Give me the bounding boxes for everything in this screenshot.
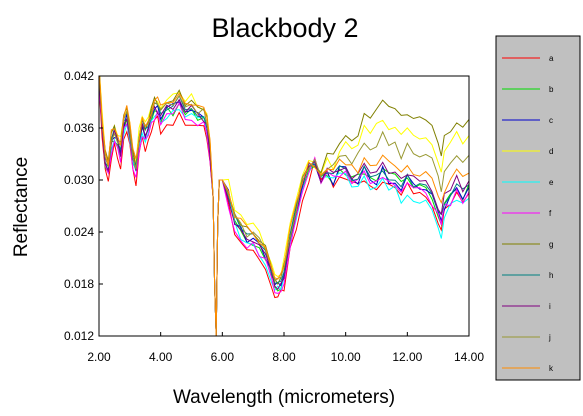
series-group — [99, 76, 469, 336]
x-tick-label: 4.00 — [149, 350, 173, 364]
legend-label: f — [549, 209, 552, 218]
series-line-c — [99, 76, 469, 336]
y-tick-label: 0.024 — [64, 225, 94, 239]
legend-item-h: h — [502, 271, 553, 280]
legend-item-b: b — [502, 85, 554, 94]
y-tick-label: 0.018 — [64, 277, 94, 291]
legend-label: j — [548, 333, 551, 342]
legend-label: h — [549, 271, 553, 280]
legend-item-j: j — [502, 333, 551, 342]
x-tick-label: 6.00 — [211, 350, 235, 364]
chart-title: Blackbody 2 — [211, 13, 358, 43]
legend-item-e: e — [502, 178, 554, 187]
legend-item-i: i — [502, 302, 551, 311]
x-tick-label: 14.00 — [454, 350, 484, 364]
y-tick-label: 0.042 — [64, 69, 94, 83]
legend-label: g — [549, 240, 553, 249]
legend-label: i — [549, 302, 551, 311]
plot-frame — [98, 75, 470, 337]
x-axis: 2.00 4.00 6.00 8.00 10.00 12.00 14.00 — [87, 332, 484, 364]
series-line-f — [99, 85, 469, 336]
legend-item-g: g — [502, 240, 553, 249]
legend-item-a: a — [502, 54, 554, 63]
series-line-a — [99, 83, 469, 336]
legend-label: c — [549, 116, 553, 125]
legend-label: d — [549, 147, 553, 156]
x-tick-label: 10.00 — [331, 350, 361, 364]
y-tick-label: 0.036 — [64, 121, 94, 135]
legend-item-f: f — [502, 209, 552, 218]
y-tick-label: 0.030 — [64, 173, 94, 187]
legend: a b c d e f g h i j k — [502, 54, 554, 373]
x-axis-label: Wavelength (micrometers) — [173, 387, 395, 408]
series-line-b — [99, 76, 469, 336]
legend-label: b — [549, 85, 554, 94]
series-line-k — [99, 76, 469, 336]
legend-box — [495, 35, 581, 381]
legend-item-c: c — [502, 116, 553, 125]
x-tick-label: 8.00 — [272, 350, 296, 364]
y-axis-label: Reflectance — [11, 157, 32, 257]
y-tick-label: 0.012 — [64, 329, 94, 343]
x-tick-label: 2.00 — [87, 350, 111, 364]
legend-label: e — [549, 178, 554, 187]
legend-label: a — [549, 54, 554, 63]
x-tick-label: 12.00 — [392, 350, 422, 364]
legend-item-d: d — [502, 147, 553, 156]
legend-label: k — [549, 364, 554, 373]
series-line-d — [99, 76, 469, 336]
legend-item-k: k — [502, 364, 554, 373]
y-axis: 0.012 0.018 0.024 0.030 0.036 0.042 — [64, 69, 103, 343]
